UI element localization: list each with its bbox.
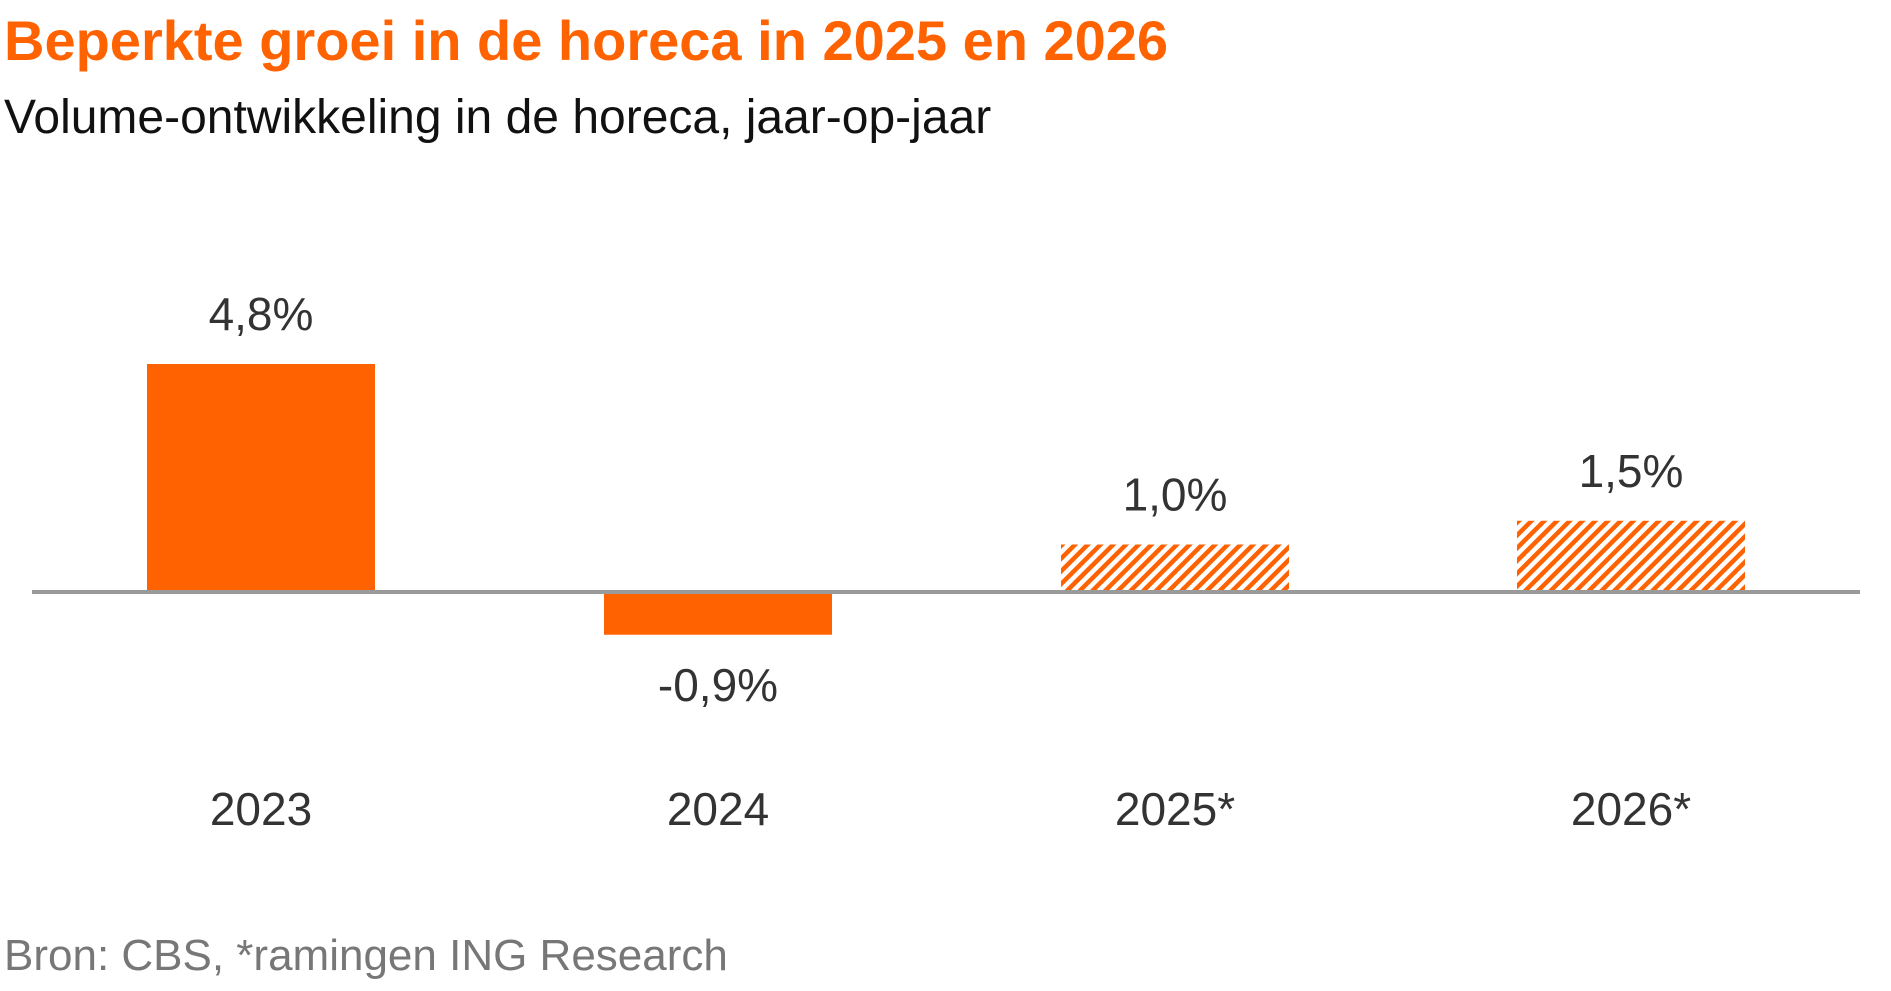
bar-2023 — [147, 364, 375, 592]
value-label: 1,0% — [1123, 469, 1228, 521]
category-label: 2026* — [1571, 783, 1691, 835]
category-label: 2025* — [1115, 783, 1235, 835]
bar-2025-forecast — [1061, 544, 1289, 592]
bars-group — [147, 364, 1745, 635]
category-label: 2024 — [667, 783, 769, 835]
source-note: Bron: CBS, *ramingen ING Research — [4, 931, 728, 980]
chart-subtitle: Volume-ontwikkeling in de horeca, jaar-o… — [4, 91, 992, 144]
category-label: 2023 — [210, 783, 312, 835]
bar-2026-forecast — [1517, 520, 1745, 592]
value-label: 1,5% — [1579, 445, 1684, 497]
chart-title: Beperkte groei in de horeca in 2025 en 2… — [4, 9, 1169, 72]
labels-group: 4,8% 2023 -0,9% 2024 1,0% 2025* 1,5% 2026* — [209, 288, 1692, 835]
value-label: -0,9% — [658, 659, 778, 711]
bar-2024 — [604, 592, 832, 635]
value-label: 4,8% — [209, 288, 314, 340]
